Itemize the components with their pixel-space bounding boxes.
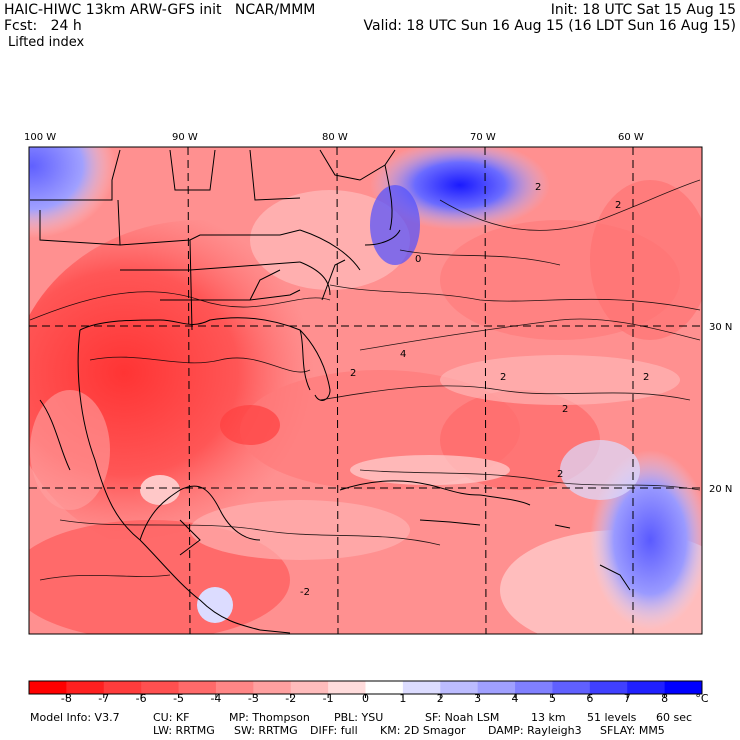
forecast-hour: Fcst: 24 h: [4, 18, 82, 34]
colorbar-tick-label: -8: [60, 692, 72, 705]
colorbar-tick-label: -5: [173, 692, 185, 705]
colorbar-swatch: [103, 681, 142, 694]
coastlines: [30, 149, 631, 634]
mp-scheme: MP: Thompson: [229, 711, 310, 724]
sflay-scheme: SFLAY: MM5: [600, 724, 665, 737]
levels: 51 levels: [587, 711, 637, 724]
lon-label: 80 W: [322, 132, 348, 143]
lat-label: 20 N: [709, 484, 732, 495]
cu-scheme: CU: KF: [153, 711, 190, 724]
colorbar-tick-label: 7: [623, 692, 631, 705]
contour-label: 2: [535, 182, 541, 193]
contour-label: 2: [557, 469, 563, 480]
colorbar-swatch: [589, 681, 628, 694]
lw-scheme: LW: RRTMG: [153, 724, 215, 737]
lon-label: 90 W: [172, 132, 198, 143]
timestep: 60 sec: [656, 711, 693, 724]
colorbar-swatch: [253, 681, 292, 694]
contour-label: 2: [350, 368, 356, 379]
colorbar-tick-label: -4: [210, 692, 222, 705]
contour-label: 4: [400, 349, 406, 360]
contour-label: 2: [562, 404, 568, 415]
lon-label: 60 W: [618, 132, 644, 143]
contour-label: -2: [300, 587, 310, 598]
colorbar-swatch: [552, 681, 591, 694]
valid-time: Valid: 18 UTC Sun 16 Aug 15 (16 LDT Sun …: [363, 18, 737, 34]
contour-label: 0: [415, 254, 421, 265]
colorbar-tick-label: -7: [98, 692, 110, 705]
colorbar-tick-label: 6: [586, 692, 594, 705]
model-info: Model Info: V3.7: [30, 711, 120, 724]
colorbar-tick-label: -1: [322, 692, 334, 705]
lifted-index-field: [29, 147, 702, 634]
sf-scheme: SF: Noah LSM: [425, 711, 500, 724]
colorbar-swatch: [402, 681, 441, 694]
contour-labels: 2 2 2 4 2 2 0 2 2 -2: [300, 182, 649, 598]
colorbar: [28, 680, 703, 698]
diff-scheme: DIFF: full: [310, 724, 358, 737]
colorbar-tick-label: 0: [362, 692, 369, 705]
pbl-scheme: PBL: YSU: [334, 711, 384, 724]
lon-label: 100 W: [24, 132, 56, 143]
colorbar-tick-label: 1: [399, 692, 407, 705]
colorbar-swatch: [215, 681, 254, 694]
colorbar-tick-label: -6: [135, 692, 147, 705]
colorbar-swatch: [178, 681, 217, 694]
colorbar-tick-label: 5: [548, 692, 556, 705]
colorbar-swatch: [440, 681, 479, 694]
contour-label: 2: [500, 372, 506, 383]
colorbar-tick-label: 4: [511, 692, 519, 705]
map-title: HAIC-HIWC 13km ARW-GFS init NCAR/MMM: [4, 2, 316, 18]
contour-label: 2: [615, 200, 621, 211]
colorbar-swatch: [29, 681, 67, 694]
colorbar-tick-label: 8: [661, 692, 669, 705]
lat-lon-grid: [29, 146, 702, 635]
colorbar-swatch: [664, 681, 703, 694]
sw-scheme: SW: RRTMG: [234, 724, 298, 737]
colorbar-swatch: [66, 681, 105, 694]
contour-label: 2: [643, 372, 649, 383]
map-frame: [28, 146, 703, 635]
lat-label: 30 N: [709, 322, 732, 333]
km-scheme: KM: 2D Smagor: [380, 724, 466, 737]
colorbar-swatch: [515, 681, 553, 694]
colorbar-swatch: [141, 681, 180, 694]
colorbar-tick-label: 3: [474, 692, 482, 705]
colorbar-tick-label: 2: [436, 692, 444, 705]
colorbar-unit: °C: [695, 692, 709, 705]
colorbar-swatch: [290, 681, 329, 694]
colorbar-tick-label: -3: [247, 692, 259, 705]
lon-label: 70 W: [470, 132, 496, 143]
colorbar-tick-label: -2: [285, 692, 297, 705]
field-name: Lifted index: [8, 35, 85, 50]
colorbar-swatch: [365, 681, 404, 694]
init-time: Init: 18 UTC Sat 15 Aug 15: [550, 2, 736, 18]
colorbar-swatch: [328, 681, 366, 694]
colorbar-swatch: [627, 681, 666, 694]
damp-scheme: DAMP: Rayleigh3: [488, 724, 582, 737]
colorbar-swatch: [477, 681, 516, 694]
resolution: 13 km: [531, 711, 566, 724]
